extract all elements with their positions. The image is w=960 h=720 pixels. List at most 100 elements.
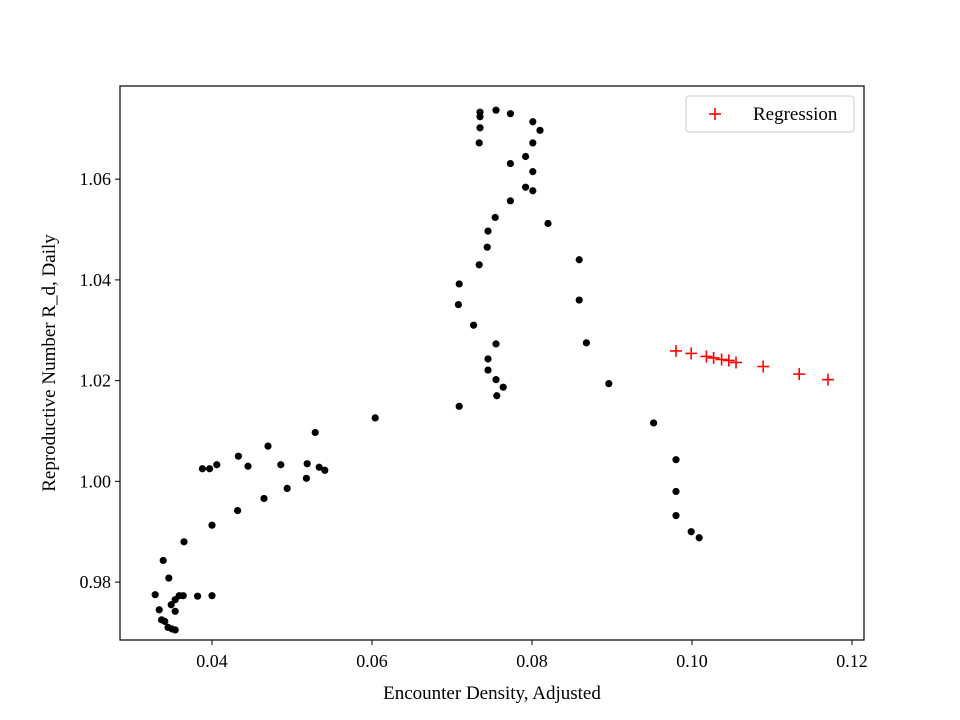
legend-label-regression: Regression (753, 104, 838, 125)
data-point (155, 606, 163, 614)
data-point (264, 442, 272, 450)
data-point (506, 197, 514, 205)
regression-point (707, 351, 720, 364)
data-point (492, 340, 500, 348)
regression-point (700, 350, 713, 363)
data-point (161, 617, 169, 625)
data-point (475, 261, 483, 269)
legend-box (685, 95, 855, 133)
regression-point (757, 360, 770, 373)
data-point (484, 355, 492, 363)
regression-point (793, 368, 806, 381)
x-tick-label: 0.12 (836, 651, 868, 671)
data-point (544, 219, 552, 228)
regression-point (730, 356, 742, 369)
data-point (484, 227, 492, 235)
legend-marker-regression (709, 108, 721, 120)
data-point (475, 139, 483, 147)
data-point (476, 108, 484, 116)
regression-point (715, 353, 728, 366)
data-point (208, 592, 216, 600)
data-point (650, 419, 658, 427)
y-axis-label: Reproductive Number R_d, Daily (39, 234, 60, 492)
x-tick-label: 0.04 (196, 651, 228, 671)
y-tick-label: 0.98 (80, 572, 112, 592)
data-point (529, 168, 537, 176)
data-point (171, 607, 179, 615)
regression-point (822, 373, 834, 386)
x-axis-ticks: 0.04 0.06 0.08 0.10 0.12 (196, 640, 868, 671)
data-point (529, 139, 537, 147)
data-point (315, 463, 323, 471)
data-point (484, 366, 492, 374)
x-tick-label: 0.06 (356, 651, 388, 671)
regression-point (685, 347, 698, 360)
x-tick-label: 0.10 (676, 651, 708, 671)
data-point (529, 187, 537, 195)
data-point (234, 506, 242, 515)
data-point (672, 456, 680, 464)
data-point (476, 124, 484, 132)
x-tick-label: 0.08 (516, 651, 548, 671)
data-point (492, 106, 500, 114)
legend: Regression (685, 95, 855, 133)
data-point (302, 474, 310, 482)
data-point (159, 556, 167, 565)
data-point (311, 428, 319, 437)
data-point (695, 534, 703, 542)
regression-point (722, 354, 735, 367)
data-point (672, 487, 680, 496)
data-point (605, 380, 613, 388)
data-point (575, 256, 583, 264)
data-point (672, 512, 680, 520)
plot-frame (119, 85, 865, 641)
data-point (491, 213, 499, 222)
data-point (171, 626, 179, 634)
data-point (575, 296, 583, 304)
data-point (522, 183, 530, 191)
y-axis-ticks: 0.98 1.00 1.02 1.04 1.06 (80, 169, 120, 592)
data-point (483, 243, 491, 251)
data-point (165, 574, 173, 582)
plot-marks (151, 106, 834, 634)
data-point (492, 376, 500, 384)
data-point (167, 601, 175, 609)
y-tick-label: 1.04 (80, 270, 112, 290)
y-tick-label: 1.06 (80, 169, 112, 189)
data-point (687, 528, 695, 536)
data-point (522, 152, 530, 161)
data-point (303, 460, 311, 468)
data-point (234, 452, 242, 460)
y-tick-label: 1.00 (80, 471, 112, 491)
data-point (194, 592, 202, 600)
data-point (198, 465, 206, 473)
data-point (529, 118, 537, 126)
data-point (213, 461, 221, 469)
data-point (454, 300, 462, 309)
data-point (506, 110, 514, 118)
data-point (455, 280, 463, 288)
data-point (321, 466, 329, 474)
x-axis-label: Encounter Density, Adjusted (383, 683, 601, 704)
data-point (506, 159, 514, 168)
data-point (371, 414, 379, 422)
data-point (536, 126, 544, 134)
data-point (244, 462, 252, 470)
data-point (151, 591, 159, 599)
data-point (493, 392, 501, 400)
data-point (277, 461, 285, 469)
data-point (208, 521, 216, 529)
data-point (180, 538, 188, 546)
data-point (582, 339, 591, 347)
data-point (179, 592, 187, 600)
y-tick-label: 1.02 (80, 371, 112, 391)
data-point (283, 484, 291, 493)
data-point (455, 402, 463, 410)
data-point (499, 383, 507, 391)
data-point (470, 321, 478, 329)
data-point (260, 494, 268, 503)
data-point (206, 465, 214, 473)
legend-plus-icon (709, 108, 721, 120)
regression-point (670, 344, 682, 357)
